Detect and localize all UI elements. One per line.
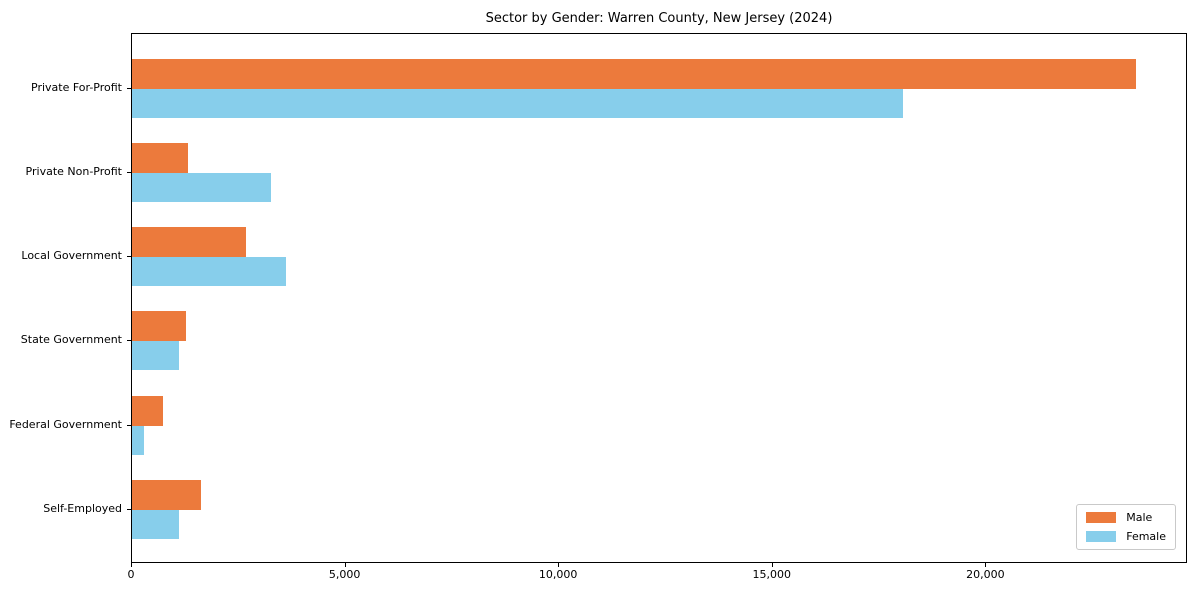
- x-tick-mark: [344, 563, 346, 567]
- bar-female-0: [132, 89, 904, 118]
- bar-male-2: [132, 227, 247, 257]
- bar-female-5: [132, 510, 179, 539]
- x-tick-label: 20,000: [966, 568, 1005, 581]
- bar-female-4: [132, 426, 145, 455]
- y-tick-label: Self-Employed: [43, 502, 122, 515]
- y-tick-label: Private For-Profit: [31, 81, 122, 94]
- legend-swatch-female: [1086, 531, 1117, 542]
- plot-area: Male Female: [131, 33, 1187, 563]
- x-tick-label: 15,000: [752, 568, 792, 581]
- y-tick-mark: [127, 509, 131, 510]
- x-tick-label: 5,000: [328, 568, 361, 581]
- bar-male-5: [132, 480, 202, 510]
- legend-label-male: Male: [1126, 511, 1153, 524]
- x-tick-mark: [131, 563, 132, 567]
- y-tick-mark: [127, 172, 131, 173]
- bar-male-4: [132, 396, 163, 426]
- y-tick-label: Federal Government: [9, 418, 122, 431]
- chart-title: Sector by Gender: Warren County, New Jer…: [485, 11, 833, 26]
- y-tick-mark: [127, 256, 131, 257]
- bar-female-3: [132, 341, 180, 370]
- x-tick-mark: [985, 563, 987, 567]
- bar-male-0: [132, 59, 1136, 89]
- y-tick-label: Private Non-Profit: [25, 165, 122, 178]
- bar-male-3: [132, 311, 187, 341]
- bar-female-1: [132, 173, 272, 202]
- bar-female-2: [132, 257, 286, 286]
- y-tick-label: Local Government: [21, 249, 122, 262]
- bar-male-1: [132, 143, 188, 173]
- x-tick-label: 10,000: [538, 568, 578, 581]
- y-tick-label: State Government: [20, 333, 122, 346]
- x-tick-label: 0: [127, 568, 135, 581]
- legend-swatch-male: [1086, 512, 1117, 523]
- y-tick-mark: [127, 88, 131, 89]
- y-tick-mark: [127, 340, 131, 341]
- x-tick-mark: [771, 563, 773, 567]
- x-tick-mark: [558, 563, 560, 567]
- legend-item-male: Male: [1086, 511, 1166, 524]
- legend-item-female: Female: [1086, 530, 1166, 543]
- legend: Male Female: [1076, 504, 1176, 550]
- y-tick-mark: [127, 425, 131, 426]
- legend-label-female: Female: [1126, 530, 1166, 543]
